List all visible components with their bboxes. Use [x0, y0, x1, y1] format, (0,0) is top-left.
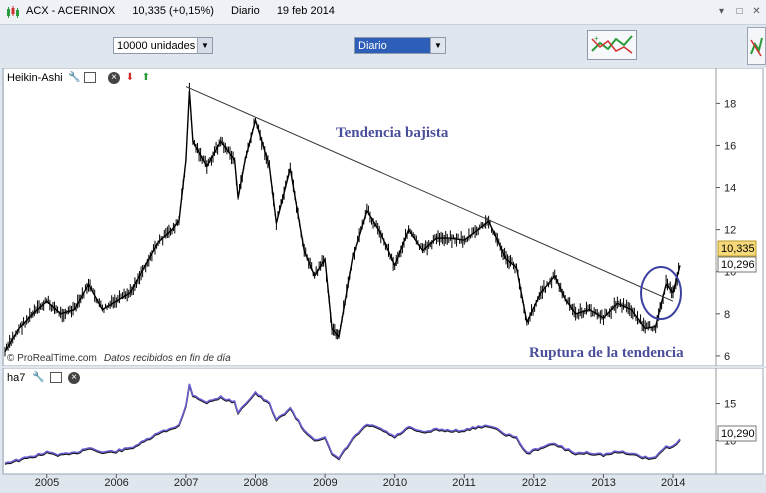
remove-icon[interactable]: ×: [68, 372, 80, 384]
ha7-chart[interactable]: 1015 10,290 2005200620072008200920102011…: [0, 368, 766, 493]
date-tick-label: 2010: [383, 477, 407, 489]
panel-border: [2, 68, 764, 366]
price-series: [4, 82, 681, 357]
window-titlebar: ACX - ACERINOX 10,335 (+0,15%) Diario 19…: [0, 0, 766, 25]
date-tick-label: 2009: [313, 477, 337, 489]
move-up-icon[interactable]: ⬆: [141, 72, 151, 83]
ha7-label: ha7: [7, 372, 26, 384]
ha7-tick-label: 15: [724, 399, 736, 411]
price-tick-label: 12: [724, 225, 736, 237]
second-price-value: 10,296: [721, 259, 755, 271]
price-tick-label: 6: [724, 351, 730, 363]
side-chart-icon: [750, 37, 763, 57]
window-title: ACX - ACERINOX 10,335 (+0,15%) Diario 19…: [26, 5, 349, 17]
candlestick-app-icon: [7, 6, 19, 18]
sub-axis-area: [716, 368, 766, 474]
window-icon[interactable]: [84, 72, 96, 83]
period-select-value: Diario: [358, 40, 387, 52]
side-panel-tab[interactable]: [747, 27, 766, 65]
last-price-value: 10,335: [721, 243, 755, 255]
date-tick-label: 2013: [591, 477, 615, 489]
date-axis: 2005 2006 2007 2008 2009 2010 2011 2012 2013 2014: [35, 474, 686, 489]
date-tick-label: 2006: [104, 477, 128, 489]
price-axis-area: [716, 68, 766, 366]
chevron-down-icon: ▼: [430, 38, 445, 53]
sub-plot-area: [4, 368, 716, 474]
last-price-tag: [717, 240, 757, 257]
plot-area: [4, 68, 716, 366]
window-icon[interactable]: [50, 372, 62, 383]
units-select-value: 10000 unidades: [117, 40, 196, 52]
date-tick-label: 2007: [174, 477, 198, 489]
copyright-text: © ProRealTime.com: [7, 353, 97, 364]
wrench-icon[interactable]: 🔧: [68, 72, 81, 83]
move-down-icon[interactable]: ⬇: [125, 72, 135, 83]
date-tick-label: 2014: [661, 477, 685, 489]
minimize-icon[interactable]: ▾: [718, 6, 725, 17]
sub-panel-border: [2, 368, 764, 475]
period-select[interactable]: Diario ▼: [354, 37, 446, 54]
strategy-button[interactable]: +: [587, 30, 637, 60]
price-tick-label: 18: [724, 98, 736, 110]
annotation-breakout: Ruptura de la tendencia: [529, 345, 684, 361]
date-tick-label: 2008: [244, 477, 268, 489]
second-price-tag: [717, 256, 757, 273]
period-label: Diario: [231, 5, 260, 17]
date-label: 19 feb 2014: [276, 5, 335, 17]
wrench-icon[interactable]: 🔧: [32, 372, 45, 383]
price-line: [4, 90, 681, 353]
ha7-line: [4, 383, 681, 464]
annotation-downtrend: Tendencia bajista: [336, 125, 449, 141]
remove-icon[interactable]: ×: [108, 72, 120, 84]
ha7-value-tag: [717, 425, 757, 442]
price-tick-label: 16: [724, 140, 736, 152]
close-icon[interactable]: ✕: [752, 6, 761, 17]
data-note-text: Datos recibidos en fin de día: [104, 353, 231, 364]
symbol-name: ACX - ACERINOX: [26, 5, 116, 17]
chevron-down-icon: ▼: [197, 38, 212, 53]
units-select[interactable]: 10000 unidades ▼: [113, 37, 213, 54]
svg-text:+: +: [594, 34, 599, 43]
maximize-icon[interactable]: □: [736, 6, 743, 17]
sub-panel-header: ha7 🔧 ×: [4, 370, 94, 386]
price-tick-label: 8: [724, 309, 730, 321]
ha7-value-text: 10,290: [721, 428, 755, 440]
toolbar: 10000 unidades ▼ Diario ▼ +: [0, 25, 766, 67]
date-tick-label: 2012: [522, 477, 546, 489]
price-info: 10,335 (+0,15%): [132, 5, 214, 17]
heikin-ashi-label: Heikin-Ashi: [7, 72, 63, 84]
strategy-chart-icon: +: [591, 34, 633, 54]
date-tick-label: 2005: [35, 477, 59, 489]
main-panel-header: Heikin-Ashi 🔧 × ⬇ ⬆: [4, 70, 164, 86]
trendline: [185, 86, 674, 302]
price-tick-label: 14: [724, 183, 736, 195]
breakout-circle: [640, 266, 682, 320]
date-tick-label: 2011: [452, 477, 476, 489]
